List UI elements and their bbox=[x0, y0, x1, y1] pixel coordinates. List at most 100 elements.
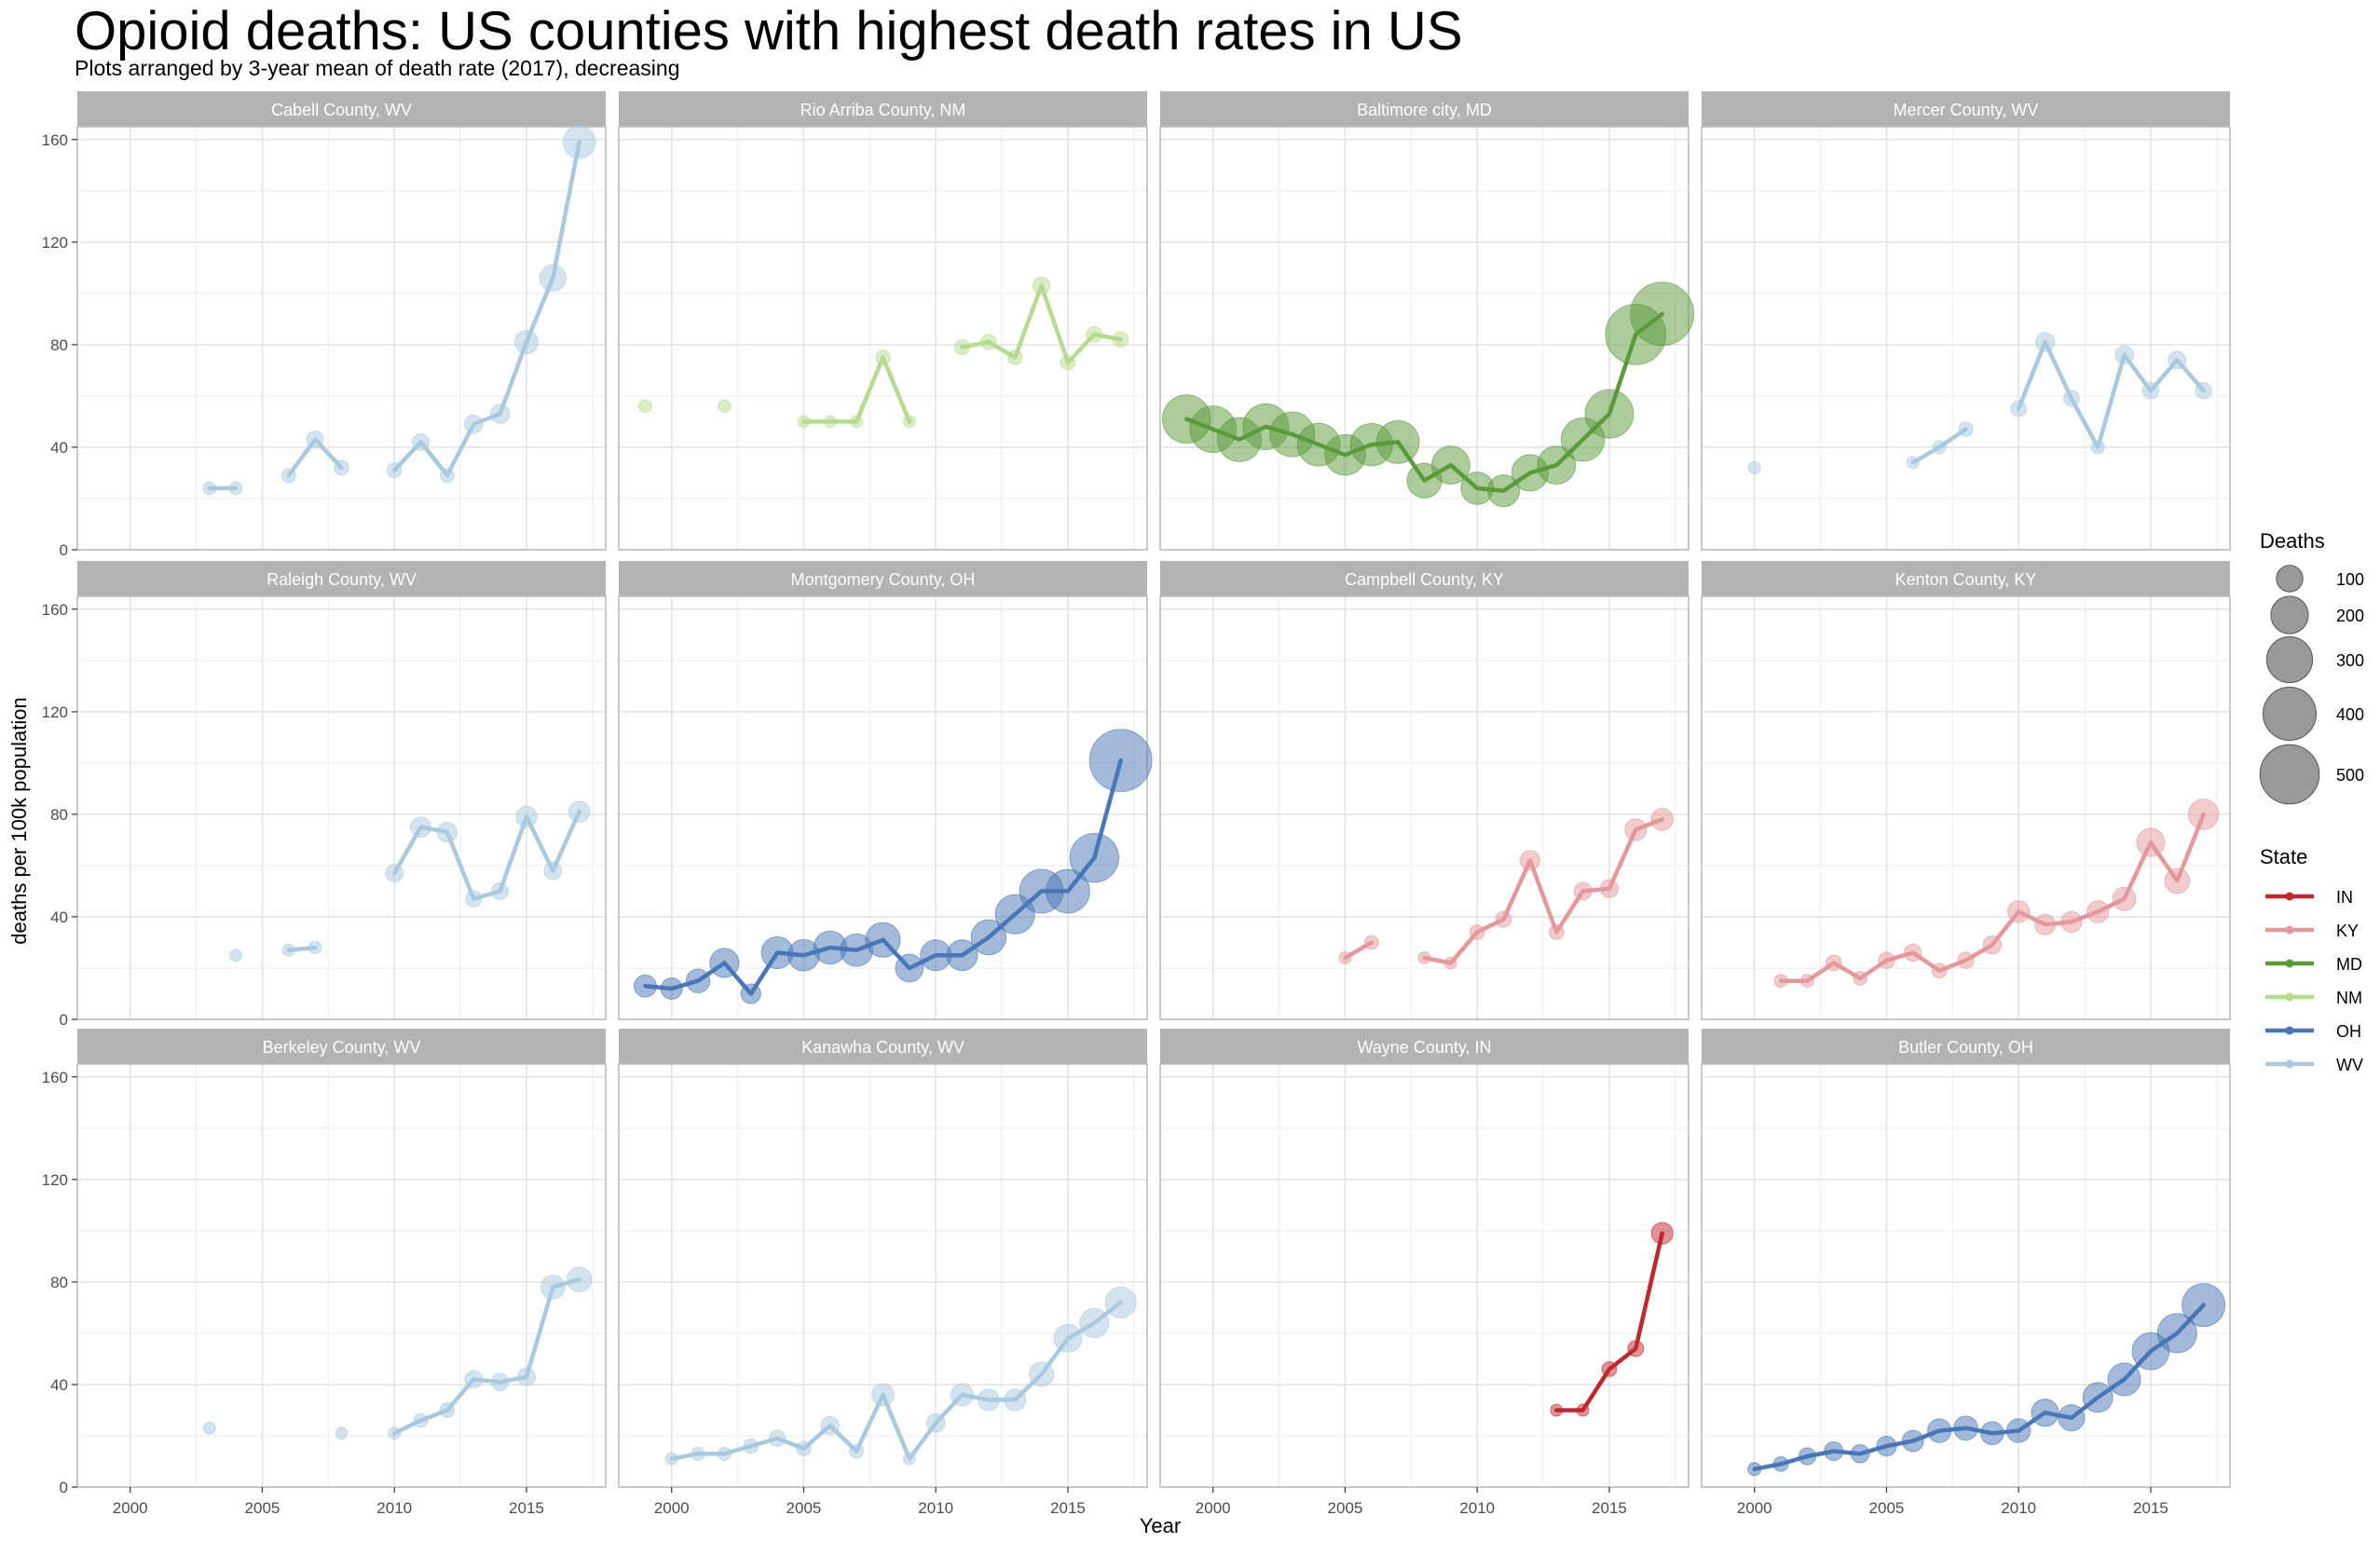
data-point bbox=[1630, 281, 1695, 347]
data-point bbox=[1053, 1324, 1083, 1353]
panel-background bbox=[1160, 1064, 1689, 1487]
data-point bbox=[2062, 389, 2080, 407]
data-point bbox=[1825, 954, 1842, 972]
x-tick-label: 2015 bbox=[2133, 1499, 2168, 1517]
panel-border bbox=[618, 595, 1148, 1020]
data-point bbox=[2187, 799, 2220, 830]
panel-strip bbox=[1702, 1029, 2230, 1064]
data-point bbox=[202, 481, 217, 496]
panel-title: Cabell County, WV bbox=[271, 101, 412, 119]
data-point bbox=[1650, 1222, 1674, 1245]
data-point bbox=[2156, 1313, 2197, 1354]
data-point bbox=[1773, 974, 1788, 989]
data-point bbox=[491, 882, 509, 900]
data-point bbox=[2136, 827, 2166, 857]
data-point bbox=[306, 430, 324, 449]
data-point bbox=[1824, 1441, 1844, 1461]
panel: Baltimore city, MD bbox=[1159, 91, 1695, 551]
y-tick-label: 80 bbox=[50, 1274, 68, 1291]
data-point bbox=[895, 953, 924, 983]
data-point bbox=[1004, 1388, 1027, 1412]
data-point bbox=[229, 949, 243, 963]
size-legend-key bbox=[2263, 687, 2317, 741]
panel-border bbox=[1701, 595, 2231, 1020]
data-point bbox=[280, 468, 296, 484]
data-point bbox=[1772, 1455, 1789, 1472]
data-point bbox=[865, 922, 901, 958]
x-tick-label: 2005 bbox=[786, 1499, 822, 1517]
data-point bbox=[1495, 910, 1512, 928]
data-point bbox=[638, 399, 652, 414]
panel-background bbox=[1160, 596, 1689, 1019]
panel: Campbell County, KY bbox=[1159, 561, 1689, 1020]
data-point bbox=[1486, 474, 1521, 508]
panel-strip bbox=[619, 91, 1147, 127]
data-point bbox=[562, 125, 596, 159]
color-legend-dot bbox=[2285, 1026, 2294, 1035]
data-point bbox=[1853, 971, 1867, 986]
y-tick-label: 80 bbox=[50, 806, 68, 824]
data-point bbox=[515, 805, 538, 828]
data-point bbox=[2082, 1382, 2113, 1413]
data-point bbox=[1584, 389, 1635, 439]
data-point bbox=[2031, 1399, 2059, 1427]
data-point bbox=[539, 264, 567, 293]
data-point bbox=[2090, 440, 2105, 455]
data-point bbox=[1982, 935, 2003, 955]
data-point bbox=[388, 1427, 402, 1441]
y-tick-label: 120 bbox=[42, 1171, 68, 1189]
data-point bbox=[1104, 1286, 1137, 1318]
data-point bbox=[1599, 879, 1620, 898]
data-point bbox=[516, 1367, 536, 1386]
chart-title: Opioid deaths: US counties with highest … bbox=[75, 1, 1463, 61]
data-point bbox=[490, 1372, 510, 1391]
data-point bbox=[691, 1446, 705, 1461]
y-tick-label: 0 bbox=[60, 1011, 68, 1029]
panel-border bbox=[76, 595, 607, 1020]
x-tick-label: 2010 bbox=[2001, 1499, 2036, 1517]
data-point bbox=[1417, 950, 1431, 964]
data-point bbox=[2141, 382, 2160, 400]
size-legend-key bbox=[2265, 635, 2314, 684]
data-point bbox=[1060, 354, 1076, 371]
data-point bbox=[281, 943, 295, 957]
panel-border bbox=[1159, 595, 1689, 1020]
size-legend-key bbox=[2259, 744, 2320, 805]
panel-title: Baltimore city, MD bbox=[1357, 101, 1492, 119]
y-tick-label: 40 bbox=[50, 439, 68, 457]
data-point bbox=[385, 864, 404, 883]
data-point bbox=[1958, 421, 1974, 437]
x-tick-label: 2010 bbox=[918, 1499, 953, 1517]
panel-title: Kenton County, KY bbox=[1895, 570, 2037, 589]
panel-title: Wayne County, IN bbox=[1357, 1038, 1491, 1057]
panel-border bbox=[1159, 1063, 1689, 1488]
data-point bbox=[228, 481, 243, 496]
color-legend-dot bbox=[2285, 992, 2294, 1002]
data-point bbox=[1029, 1361, 1055, 1387]
x-tick-label: 2015 bbox=[509, 1499, 544, 1517]
panel-background bbox=[619, 1064, 1147, 1487]
panel: Kenton County, KY bbox=[1701, 561, 2231, 1020]
x-tick-label: 2000 bbox=[113, 1499, 148, 1517]
size-legend-label: 200 bbox=[2336, 607, 2364, 625]
data-point bbox=[2112, 886, 2137, 911]
panel-title: Rio Arriba County, NM bbox=[800, 101, 966, 119]
data-point bbox=[1980, 1421, 2004, 1446]
panel-strip bbox=[77, 561, 606, 596]
panel-strip bbox=[1160, 91, 1689, 127]
panel-border bbox=[76, 1063, 607, 1488]
panel: Cabell County, WV 0 40 80 120 160 bbox=[42, 91, 607, 559]
panel: Butler County, OH 2000 2005 2010 2015 bbox=[1701, 1029, 2231, 1517]
data-point bbox=[925, 1413, 946, 1433]
data-point bbox=[413, 1413, 429, 1428]
x-tick-label: 2000 bbox=[1737, 1499, 1772, 1517]
data-point bbox=[1573, 881, 1593, 901]
panel-strip bbox=[619, 1029, 1147, 1064]
panel-border bbox=[1701, 1063, 2231, 1488]
y-tick-label: 160 bbox=[42, 131, 68, 149]
x-tick-label: 2005 bbox=[245, 1499, 280, 1517]
panel: Rio Arriba County, NM bbox=[618, 91, 1148, 551]
chart-subtitle: Plots arranged by 3-year mean of death r… bbox=[75, 56, 680, 80]
data-point bbox=[850, 415, 864, 429]
panel: Berkeley County, WV 0 40 80 120 160 2000 2005 20… bbox=[42, 1029, 607, 1517]
